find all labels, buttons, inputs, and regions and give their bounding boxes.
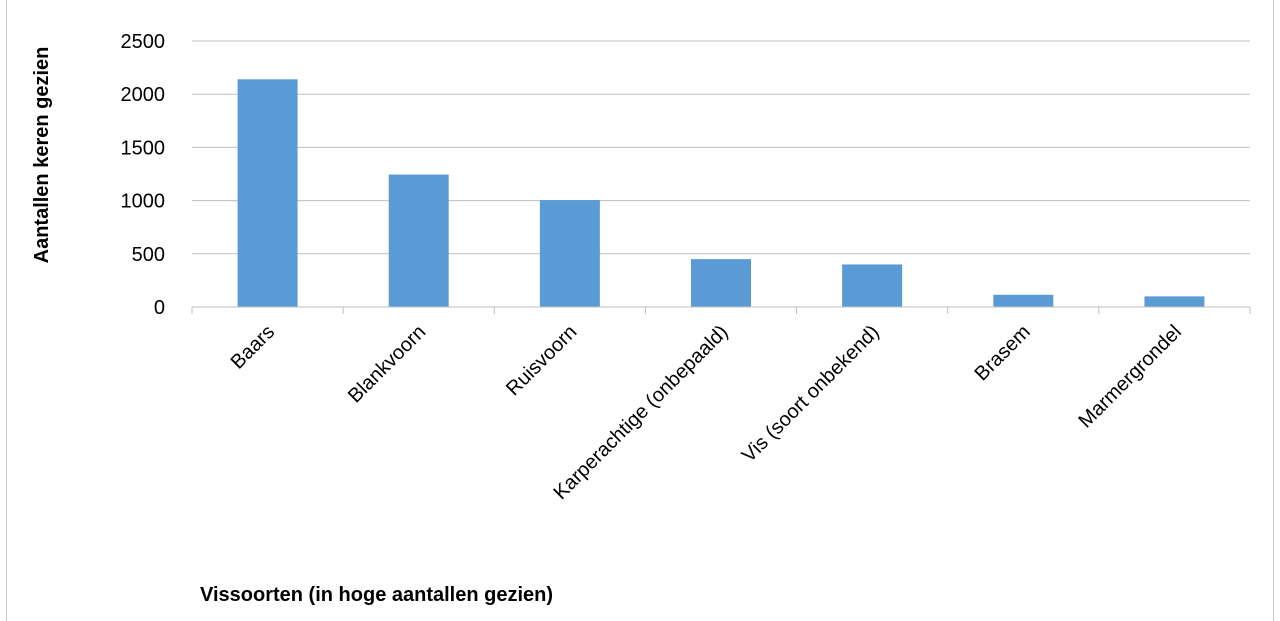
bar bbox=[540, 200, 600, 307]
gridlines bbox=[192, 41, 1250, 254]
bar bbox=[389, 175, 449, 307]
x-category-label: Karperachtige (onbepaald) bbox=[550, 321, 733, 504]
y-tick-label: 1500 bbox=[121, 137, 166, 159]
y-axis-title: Aantallen keren gezien bbox=[31, 47, 53, 264]
y-tick-label: 2500 bbox=[121, 31, 166, 53]
y-tick-label: 500 bbox=[132, 244, 165, 266]
bar bbox=[1144, 296, 1204, 307]
bar bbox=[691, 259, 751, 307]
x-category-label: Ruisvoorn bbox=[502, 321, 581, 400]
x-category-label: Blankvoorn bbox=[344, 321, 430, 407]
y-tick-label: 0 bbox=[154, 297, 165, 319]
x-category-label: Brasem bbox=[971, 321, 1035, 385]
y-tick-label: 1000 bbox=[121, 191, 166, 213]
y-axis-ticks: 0 500 1000 1500 2000 2500 bbox=[121, 31, 166, 319]
bars bbox=[238, 79, 1205, 307]
x-category-label: Marmergrondel bbox=[1075, 321, 1186, 432]
bar bbox=[842, 264, 902, 307]
y-tick-label: 2000 bbox=[121, 84, 166, 106]
bar bbox=[993, 295, 1053, 307]
x-axis bbox=[192, 307, 1250, 314]
x-category-label: Baars bbox=[227, 321, 280, 374]
x-category-label: Vis (soort onbekend) bbox=[738, 321, 884, 467]
bar bbox=[238, 79, 298, 307]
x-axis-title: Vissoorten (in hoge aantallen gezien) bbox=[200, 584, 553, 606]
